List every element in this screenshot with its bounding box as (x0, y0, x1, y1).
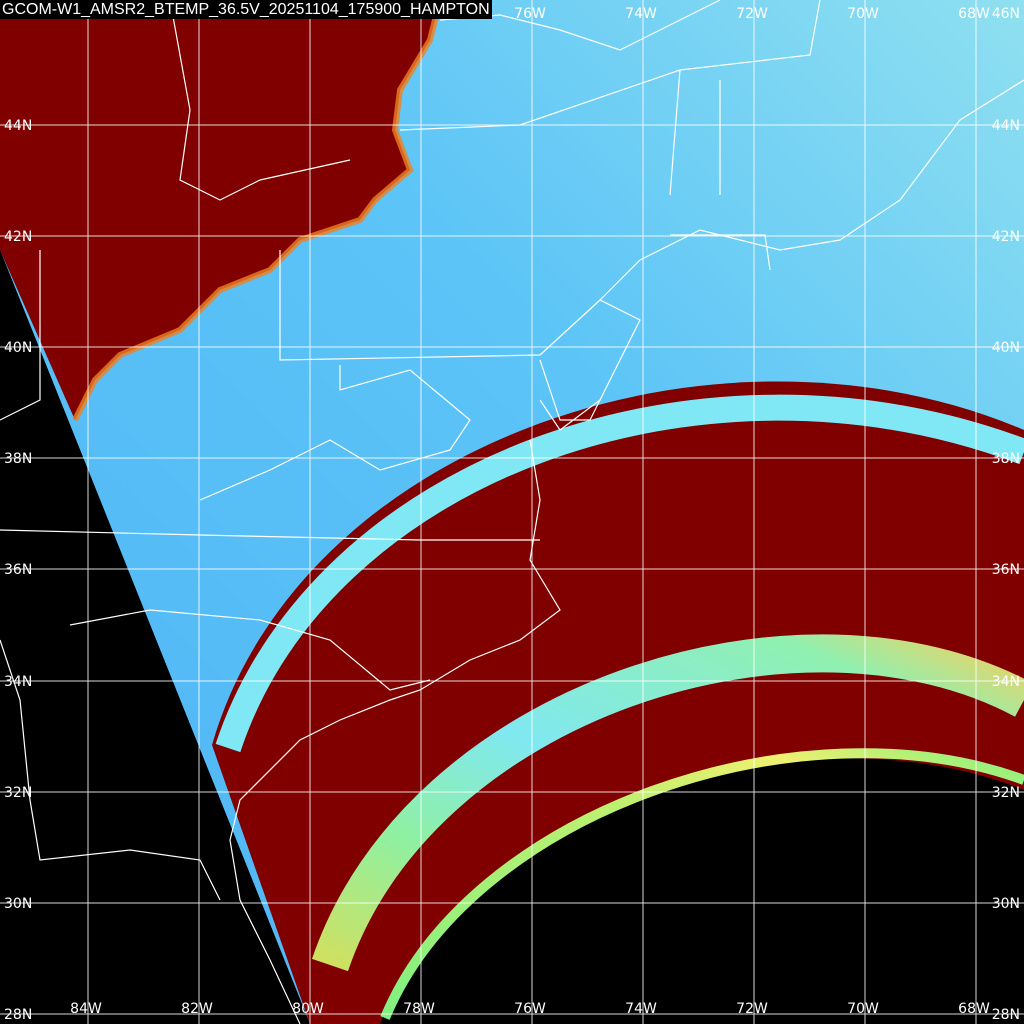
green-swath-band-3 (380, 748, 1024, 1020)
coastal-transition (72, 0, 443, 422)
lat-label-left: 44N (4, 118, 32, 134)
lon-label-bottom: 78W (403, 1001, 435, 1017)
lat-label-left: 30N (4, 896, 32, 912)
lat-label-right: 34N (992, 674, 1020, 690)
lon-label-top: 72W (736, 6, 768, 22)
black-no-data-arc (380, 758, 1024, 1024)
lon-label-top: 68W (958, 6, 990, 22)
image-title: GCOM-W1_AMSR2_BTEMP_36.5V_20251104_17590… (0, 0, 492, 19)
grid-labels: 44N 44N 42N 42N 40N 40N 38N 38N 36N 36N 34N 34N 32N 3… (4, 6, 1020, 1023)
lat-label-top-right: 46N (992, 6, 1020, 22)
lat-label-left: 42N (4, 229, 32, 245)
lon-label-bottom: 72W (736, 1001, 768, 1017)
lat-label-right: 32N (992, 785, 1020, 801)
lon-label-bottom: 74W (625, 1001, 657, 1017)
lat-label-left: 40N (4, 340, 32, 356)
lat-label-left: 32N (4, 785, 32, 801)
lon-label-top: 76W (514, 6, 546, 22)
lat-label-right: 38N (992, 451, 1020, 467)
lat-label-right: 42N (992, 229, 1020, 245)
lon-label-top: 70W (847, 6, 879, 22)
lat-label-left: 38N (4, 451, 32, 467)
lat-label-right: 28N (992, 1007, 1020, 1023)
lat-label-right: 44N (992, 118, 1020, 134)
lat-label-right: 40N (992, 340, 1020, 356)
lat-label-left: 36N (4, 562, 32, 578)
lon-label-bottom: 82W (181, 1001, 213, 1017)
land-high-tb-region (0, 0, 440, 420)
lat-label-left: 34N (4, 674, 32, 690)
lon-label-bottom: 70W (847, 1001, 879, 1017)
lon-label-bottom: 68W (958, 1001, 990, 1017)
lon-label-bottom: 76W (514, 1001, 546, 1017)
lat-label-right: 30N (992, 896, 1020, 912)
cyan-swath-band-2 (312, 634, 1024, 972)
cyan-swath-band-1 (215, 394, 1024, 753)
lon-label-bottom: 84W (70, 1001, 102, 1017)
lat-label-left: 28N (4, 1007, 32, 1023)
lon-label-top: 74W (625, 6, 657, 22)
lon-label-bottom: 80W (292, 1001, 324, 1017)
lat-label-right: 36N (992, 562, 1020, 578)
